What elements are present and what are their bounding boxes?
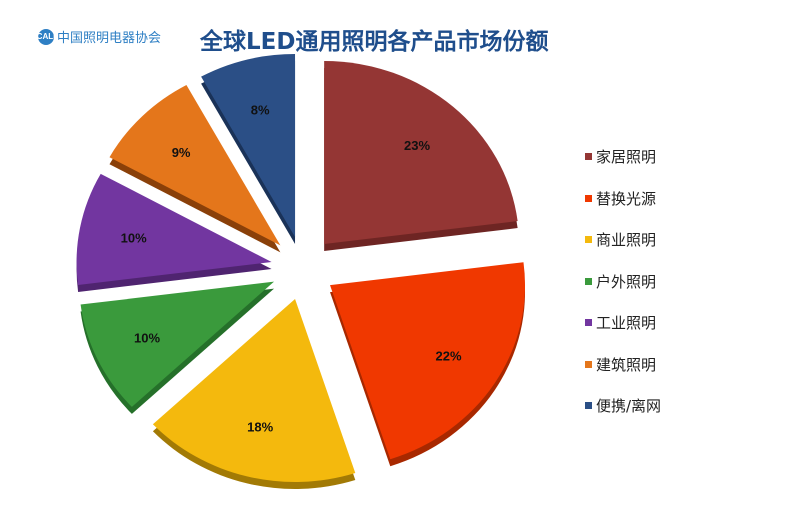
legend-item: 工业照明 (585, 302, 661, 344)
slice-percent-label: 18% (247, 420, 273, 435)
legend-item: 便携/离网 (585, 385, 661, 427)
slice-percent-label: 22% (436, 349, 462, 364)
legend-item: 建筑照明 (585, 344, 661, 386)
legend-item: 家居照明 (585, 136, 661, 178)
legend-label: 工业照明 (596, 314, 657, 333)
legend-label: 商业照明 (596, 231, 657, 250)
legend-swatch (585, 236, 592, 244)
logo-text: 中国照明电器协会 (57, 31, 162, 46)
slice-percent-label: 8% (251, 102, 270, 117)
pie-slice (152, 298, 356, 482)
legend-label: 家居照明 (596, 148, 657, 167)
pie-slice (76, 173, 272, 285)
legend-swatch (585, 277, 592, 285)
cali-logo-icon: CALI (37, 28, 55, 45)
pie-slice (201, 54, 296, 238)
legend-item: 户外照明 (585, 261, 661, 303)
pie-slice (80, 281, 275, 407)
legend-swatch (585, 319, 592, 327)
legend: 家居照明 替换光源 商业照明 户外照明 工业照明 建筑照明 便携/离网 (585, 136, 661, 427)
slice-percent-label: 9% (172, 145, 191, 160)
legend-swatch (585, 153, 592, 161)
legend-label: 建筑照明 (596, 355, 657, 374)
legend-item: 替换光源 (585, 178, 661, 220)
slice-percent-label: 10% (121, 230, 147, 245)
association-logo: CALI 中国照明电器协会 (37, 27, 162, 46)
legend-item: 商业照明 (585, 219, 661, 261)
legend-label: 便携/离网 (596, 397, 662, 416)
pie-slice (330, 262, 526, 460)
slice-percent-label: 23% (404, 138, 430, 153)
legend-label: 替换光源 (596, 189, 657, 208)
pie-slice (109, 85, 281, 246)
legend-swatch (585, 360, 592, 368)
legend-swatch (585, 194, 592, 202)
legend-label: 户外照明 (596, 272, 657, 291)
pie-slice (324, 60, 518, 244)
legend-swatch (585, 402, 592, 410)
chart-title: 全球LED通用照明各产品市场份额 (200, 29, 549, 55)
slice-percent-label: 10% (134, 331, 160, 346)
